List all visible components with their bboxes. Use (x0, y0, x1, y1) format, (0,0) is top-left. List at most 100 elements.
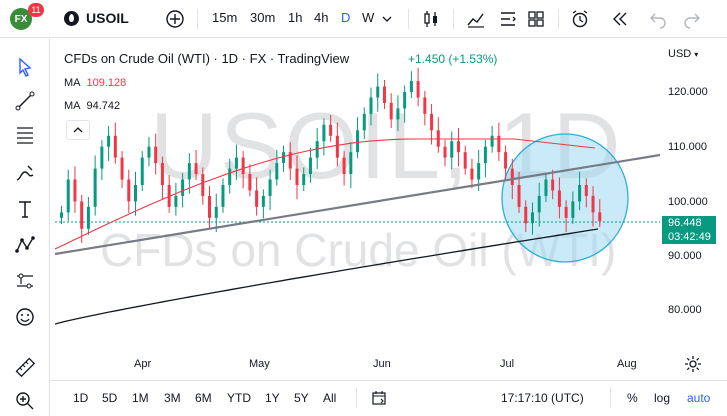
currency-selector[interactable]: USD ▾ (668, 48, 698, 60)
candle-body (268, 179, 272, 196)
log-scale-toggle[interactable]: log (654, 391, 671, 405)
zoom-in-icon[interactable] (14, 390, 36, 412)
candle-body (490, 135, 494, 147)
ma-2-label: MA (64, 100, 81, 112)
candle-body (255, 190, 259, 207)
price-chart[interactable] (55, 44, 660, 379)
candle-body (530, 212, 534, 224)
candle-body (416, 81, 420, 98)
auto-scale-toggle[interactable]: auto (687, 391, 711, 405)
candle-body (524, 206, 528, 224)
candle-body (187, 163, 191, 180)
range-5y[interactable]: 5Y (294, 391, 309, 405)
candle-body (134, 184, 138, 202)
candle-body (564, 206, 568, 218)
interval-30m[interactable]: 30m (250, 10, 276, 25)
candle-body (423, 97, 427, 114)
candle-body (275, 163, 279, 180)
candle-body (578, 184, 582, 202)
legend-ma-1[interactable]: MA 109.128 (64, 77, 126, 89)
interval-4h[interactable]: 4h (314, 10, 329, 25)
price-label-110: 110.000 (668, 141, 707, 153)
currency-label: USD (668, 48, 692, 60)
candle-body (100, 146, 104, 169)
interval-1h[interactable]: 1h (288, 10, 303, 25)
legend-ma-2[interactable]: MA 94.742 (64, 100, 120, 112)
candlestick-series (60, 67, 602, 243)
candle-body (248, 174, 252, 191)
text-tool-icon[interactable] (14, 198, 36, 220)
candle-body (322, 124, 326, 142)
price-label-100: 100.000 (668, 196, 708, 208)
layout-grid-icon[interactable] (526, 9, 546, 29)
range-all[interactable]: All (323, 391, 337, 405)
compare-add-icon[interactable] (165, 9, 185, 29)
candle-body (342, 157, 346, 175)
candle-body (551, 179, 555, 191)
range-1y[interactable]: 1Y (265, 391, 280, 405)
ma-black-line (55, 228, 599, 325)
toolbar-divider (356, 388, 357, 408)
replay-icon[interactable] (610, 9, 630, 29)
fib-retracement-icon[interactable] (14, 124, 36, 146)
candle-body (537, 195, 541, 213)
candle-body (201, 174, 205, 196)
time-label-jun: Jun (373, 358, 391, 370)
chart-settings-gear-icon[interactable] (684, 355, 702, 373)
emoji-smile-icon[interactable] (14, 306, 36, 328)
projection-icon[interactable] (14, 270, 36, 292)
calendar-range-icon[interactable] (371, 390, 387, 406)
candles-icon[interactable] (421, 9, 441, 29)
range-1m[interactable]: 1M (132, 391, 149, 405)
legend-collapse-button[interactable] (66, 120, 90, 140)
candle-body (403, 92, 407, 109)
alarm-clock-icon[interactable] (570, 9, 590, 29)
candle-body (396, 108, 400, 120)
range-6m[interactable]: 6M (195, 391, 212, 405)
notification-badge: 11 (28, 3, 44, 17)
percent-scale-toggle[interactable]: % (627, 391, 638, 405)
candle-body (214, 206, 218, 218)
symbol-search-button[interactable]: USOIL (86, 10, 129, 26)
range-3m[interactable]: 3M (164, 391, 181, 405)
candle-body (73, 179, 77, 202)
chevron-down-icon[interactable] (382, 14, 392, 24)
chevron-up-icon (73, 127, 83, 133)
patterns-icon[interactable] (14, 234, 36, 256)
candle-body (369, 97, 373, 114)
candle-body (389, 102, 393, 120)
user-avatar[interactable]: FX (10, 8, 32, 30)
interval-15m[interactable]: 15m (212, 10, 238, 25)
candle-body (443, 146, 447, 158)
ma-1-value: 109.128 (86, 77, 127, 89)
chevron-down-icon: ▾ (694, 50, 699, 59)
range-5d[interactable]: 5D (102, 391, 118, 405)
range-1d[interactable]: 1D (73, 391, 89, 405)
time-label-aug: Aug (617, 358, 637, 370)
range-ytd[interactable]: YTD (227, 391, 251, 405)
candle-body (113, 135, 117, 158)
candle-body (174, 195, 178, 207)
candle-body (194, 163, 198, 175)
indicators-icon[interactable] (466, 9, 486, 29)
ma-1-label: MA (64, 77, 81, 89)
undo-icon[interactable] (648, 9, 668, 29)
utc-clock[interactable]: 17:17:10 (UTC) (501, 391, 584, 405)
candle-body (295, 168, 299, 185)
trend-line-icon[interactable] (14, 90, 36, 112)
bottom-toolbar (50, 380, 727, 416)
candle-body (308, 157, 312, 175)
ruler-icon[interactable] (14, 356, 36, 378)
candle-body (591, 195, 595, 213)
candle-body (329, 124, 333, 136)
highlight-circle (501, 133, 629, 263)
candle-body (154, 146, 158, 164)
brush-icon[interactable] (14, 162, 36, 184)
candle-body (430, 113, 434, 131)
cursor-arrow-icon[interactable] (14, 56, 36, 78)
interval-1d[interactable]: D (341, 10, 351, 25)
candle-body (140, 157, 144, 185)
interval-1w[interactable]: W (362, 10, 375, 25)
redo-icon[interactable] (682, 9, 702, 29)
templates-grid-icon[interactable] (498, 9, 518, 29)
